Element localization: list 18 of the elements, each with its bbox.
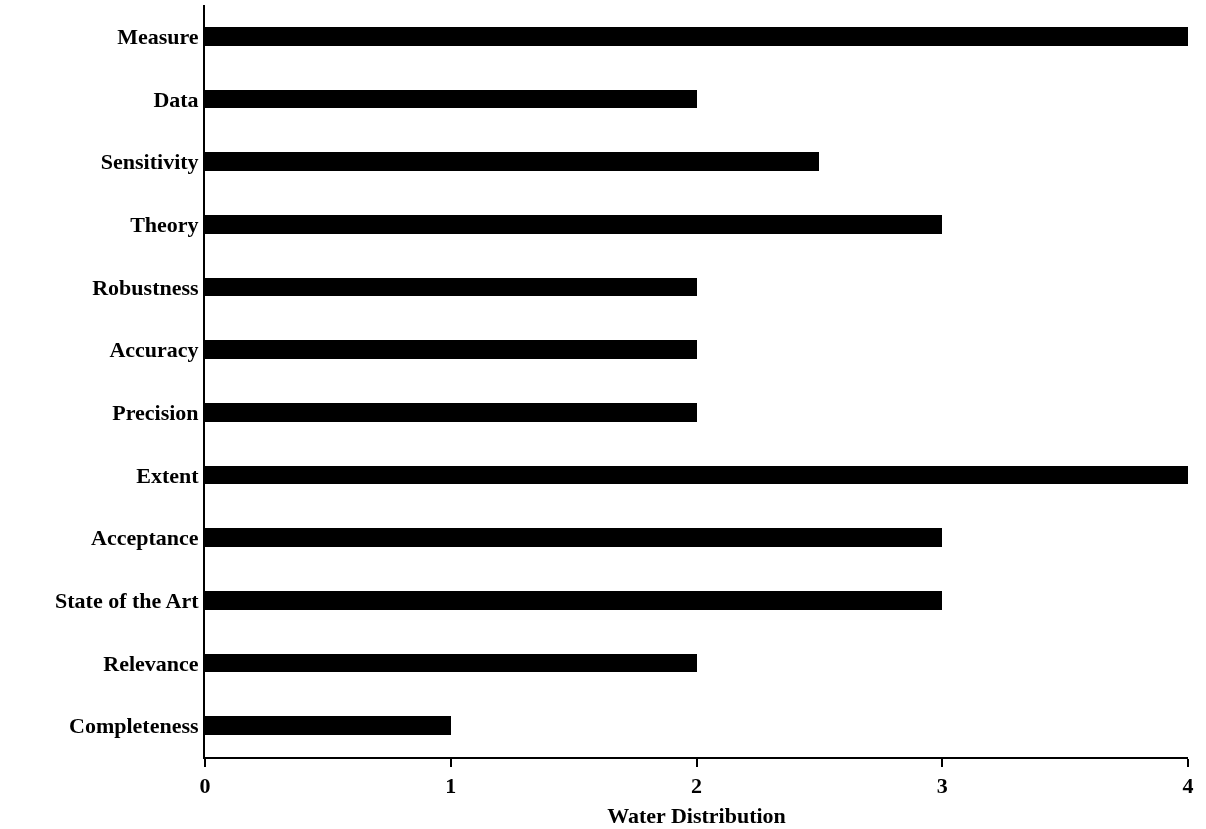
- y-tick-label: Theory: [130, 212, 199, 238]
- y-tick-label: Extent: [136, 462, 200, 488]
- y-tick-label: Sensitivity: [100, 149, 199, 175]
- y-tick-label: Acceptance: [91, 525, 199, 551]
- y-tick-label: Data: [153, 86, 199, 112]
- x-tick-label: 1: [445, 773, 457, 799]
- y-tick-label: Completeness: [69, 713, 200, 739]
- x-tick-label: 2: [691, 773, 702, 799]
- x-tick-label: 4: [1182, 773, 1194, 799]
- x-tick-label: 3: [936, 773, 948, 799]
- y-tick-label: Measure: [117, 24, 199, 50]
- y-tick-label: State of the Art: [55, 588, 200, 614]
- y-tick-label: Relevance: [103, 650, 199, 676]
- x-tick-label: 0: [199, 773, 211, 799]
- y-tick-label: Precision: [112, 400, 199, 426]
- y-tick-label: Robustness: [92, 274, 200, 300]
- x-axis-title: Water Distribution: [607, 802, 786, 828]
- y-tick-label: Accuracy: [109, 337, 199, 363]
